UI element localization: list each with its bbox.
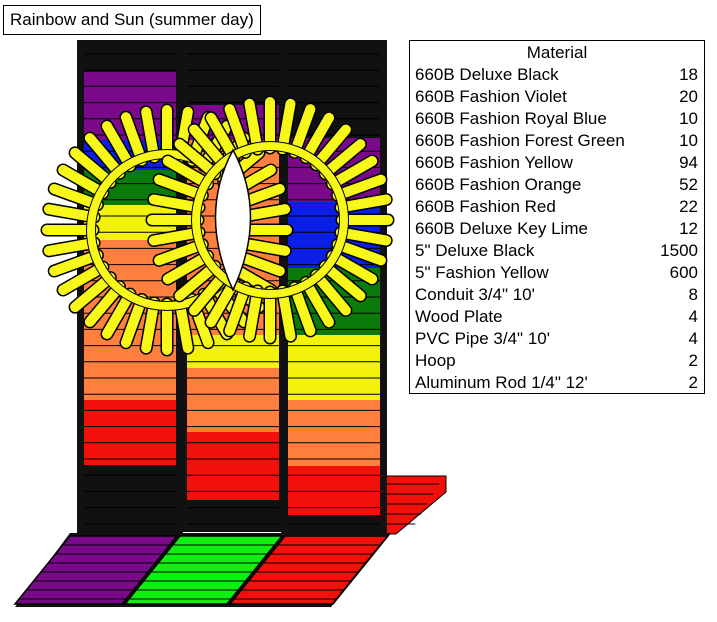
material-name: Conduit 3/4" 10' bbox=[415, 285, 535, 304]
material-quantity: 1500 bbox=[660, 241, 698, 260]
materials-table-row: 660B Fashion Orange 52 bbox=[410, 174, 704, 196]
material-quantity: 10 bbox=[679, 131, 698, 150]
material-quantity: 12 bbox=[679, 219, 698, 238]
material-quantity: 94 bbox=[679, 153, 698, 172]
diagram-title: Rainbow and Sun (summer day) bbox=[3, 5, 261, 35]
materials-table-row: Hoop 2 bbox=[410, 350, 704, 372]
material-quantity: 52 bbox=[679, 175, 698, 194]
materials-table-row: PVC Pipe 3/4" 10' 4 bbox=[410, 328, 704, 350]
material-name: Wood Plate bbox=[415, 307, 503, 326]
material-quantity: 600 bbox=[669, 263, 698, 282]
materials-table-row: Conduit 3/4" 10' 8 bbox=[410, 284, 704, 306]
floor-violet-segment bbox=[13, 535, 179, 605]
back-red-slab bbox=[379, 475, 447, 535]
materials-table-row: 660B Fashion Yellow 94 bbox=[410, 152, 704, 174]
materials-table-row: Wood Plate 4 bbox=[410, 306, 704, 328]
material-quantity: 2 bbox=[688, 351, 698, 370]
material-name: 660B Fashion Violet bbox=[415, 87, 567, 106]
material-name: 660B Fashion Royal Blue bbox=[415, 109, 607, 128]
material-quantity: 22 bbox=[679, 197, 698, 216]
material-quantity: 20 bbox=[679, 87, 698, 106]
materials-table-row: Aluminum Rod 1/4" 12' 2 bbox=[410, 372, 704, 394]
material-quantity: 18 bbox=[679, 65, 698, 84]
materials-table-row: 5" Fashion Yellow 600 bbox=[410, 262, 704, 284]
materials-table-row: 660B Fashion Violet 20 bbox=[410, 86, 704, 108]
materials-table-row: 660B Fashion Red 22 bbox=[410, 196, 704, 218]
material-name: 660B Fashion Forest Green bbox=[415, 131, 625, 150]
material-name: 660B Deluxe Black bbox=[415, 65, 559, 84]
materials-table-row: 660B Deluxe Black 18 bbox=[410, 64, 704, 86]
material-name: Aluminum Rod 1/4" 12' bbox=[415, 373, 588, 392]
materials-table: Material 660B Deluxe Black 18 660B Fashion… bbox=[409, 40, 705, 394]
right-sun bbox=[145, 95, 395, 345]
material-quantity: 10 bbox=[679, 109, 698, 128]
material-quantity: 4 bbox=[688, 329, 698, 348]
materials-table-row: 660B Deluxe Key Lime 12 bbox=[410, 218, 704, 240]
materials-table-row: 660B Fashion Forest Green 10 bbox=[410, 130, 704, 152]
materials-table-header: Material bbox=[526, 43, 588, 62]
material-quantity: 2 bbox=[688, 373, 698, 392]
materials-table-row: 5" Deluxe Black 1500 bbox=[410, 240, 704, 262]
suns bbox=[40, 95, 395, 357]
material-name: 660B Fashion Orange bbox=[415, 175, 582, 194]
base-platform bbox=[13, 475, 447, 608]
material-name: 660B Fashion Yellow bbox=[415, 153, 573, 172]
material-quantity: 4 bbox=[688, 307, 698, 326]
material-name: 5" Fashion Yellow bbox=[415, 263, 549, 282]
material-name: Hoop bbox=[415, 351, 456, 370]
material-name: 660B Deluxe Key Lime bbox=[415, 219, 588, 238]
material-name: 660B Fashion Red bbox=[415, 197, 556, 216]
floor-lime-segment bbox=[123, 535, 284, 605]
material-name: 5" Deluxe Black bbox=[415, 241, 535, 260]
sun-lens-opening bbox=[214, 148, 252, 292]
material-quantity: 8 bbox=[688, 285, 698, 304]
materials-table-row: 660B Fashion Royal Blue 10 bbox=[410, 108, 704, 130]
material-name: PVC Pipe 3/4" 10' bbox=[415, 329, 550, 348]
